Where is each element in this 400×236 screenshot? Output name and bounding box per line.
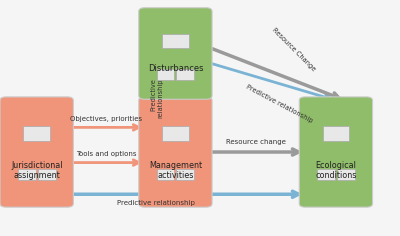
FancyBboxPatch shape	[23, 126, 50, 141]
Text: Predictive relationship: Predictive relationship	[117, 200, 194, 206]
FancyBboxPatch shape	[176, 69, 194, 80]
FancyBboxPatch shape	[176, 169, 194, 180]
Text: Ecological
conditions: Ecological conditions	[315, 161, 356, 180]
FancyBboxPatch shape	[162, 126, 189, 141]
Text: Objectives, priorities: Objectives, priorities	[70, 115, 142, 122]
FancyBboxPatch shape	[156, 69, 174, 80]
Text: Management
activities: Management activities	[149, 161, 202, 180]
FancyBboxPatch shape	[322, 126, 349, 141]
FancyBboxPatch shape	[162, 34, 189, 48]
Text: Resource change: Resource change	[226, 139, 286, 145]
Text: Resource Change: Resource Change	[271, 26, 316, 72]
FancyBboxPatch shape	[299, 97, 372, 207]
FancyBboxPatch shape	[139, 97, 212, 207]
FancyBboxPatch shape	[18, 169, 36, 180]
Text: Predictive relationship: Predictive relationship	[245, 84, 313, 124]
Text: Disturbances: Disturbances	[148, 64, 203, 73]
FancyBboxPatch shape	[156, 169, 174, 180]
FancyBboxPatch shape	[317, 169, 335, 180]
FancyBboxPatch shape	[139, 8, 212, 99]
Text: Tools and options: Tools and options	[76, 151, 136, 157]
Text: Jurisdictional
assignment: Jurisdictional assignment	[11, 161, 62, 180]
Text: Predictive
relationship: Predictive relationship	[150, 78, 164, 118]
FancyBboxPatch shape	[337, 169, 355, 180]
FancyBboxPatch shape	[0, 97, 73, 207]
FancyBboxPatch shape	[38, 169, 56, 180]
